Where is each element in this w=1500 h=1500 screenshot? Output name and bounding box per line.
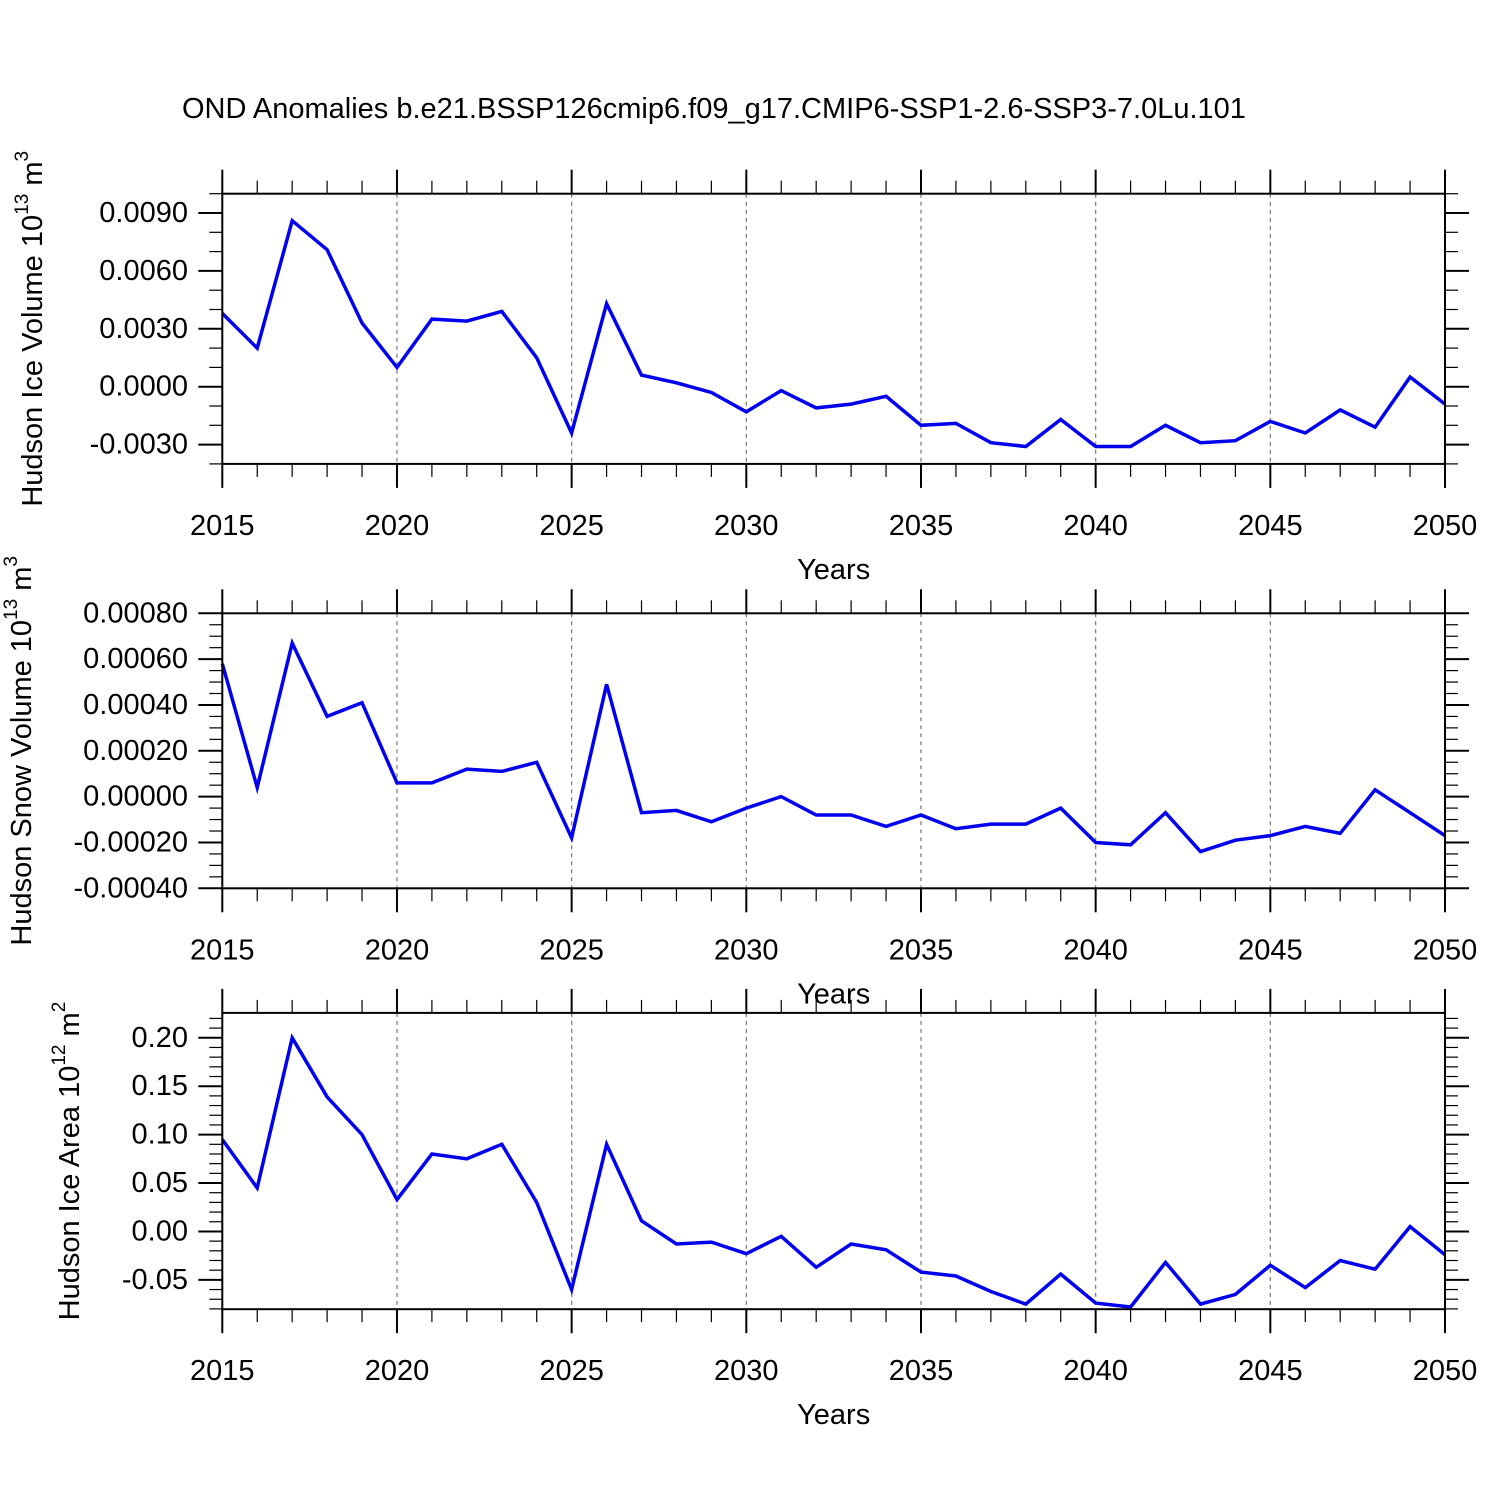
x-axis-title: Years <box>797 978 870 1010</box>
x-tick-label: 2045 <box>1238 1355 1303 1387</box>
y-tick-label: 0.20 <box>132 1022 188 1054</box>
x-tick-label: 2030 <box>714 934 779 966</box>
x-tick-label: 2015 <box>190 1355 255 1387</box>
y-axis-title: Hudson Ice Volume 1013 m3 <box>12 151 50 507</box>
x-tick-label: 2035 <box>889 1355 954 1387</box>
x-tick-label: 2025 <box>539 1355 604 1387</box>
y-tick-label: -0.05 <box>122 1264 188 1296</box>
x-tick-label: 2025 <box>539 934 604 966</box>
data-line <box>221 217 1447 449</box>
x-tick-label: 2015 <box>190 934 255 966</box>
y-tick-label: -0.00040 <box>74 872 189 904</box>
y-tick-label: 0.00060 <box>83 643 188 675</box>
y-tick-label: -0.0030 <box>90 429 188 461</box>
x-tick-label: 2050 <box>1413 934 1478 966</box>
axis-frame <box>221 612 1446 890</box>
x-tick-label: 2050 <box>1413 1355 1478 1387</box>
x-tick-label: 2040 <box>1063 1355 1128 1387</box>
y-tick-label: 0.0060 <box>99 255 188 287</box>
x-tick-label: 2035 <box>889 934 954 966</box>
x-axis-title: Years <box>797 554 870 586</box>
x-tick-label: 2020 <box>365 934 430 966</box>
plot-title: OND Anomalies b.e21.BSSP126cmip6.f09_g17… <box>182 93 1246 125</box>
y-tick-label: 0.0000 <box>99 371 188 403</box>
x-tick-label: 2020 <box>365 510 430 542</box>
data-line <box>220 637 1446 854</box>
y-tick-label: 0.00 <box>132 1215 188 1247</box>
axis-frame <box>221 1011 1446 1311</box>
x-axis-title: Years <box>797 1399 870 1431</box>
y-tick-label: -0.00020 <box>74 826 189 858</box>
x-tick-label: 2045 <box>1238 510 1303 542</box>
x-tick-label: 2020 <box>365 1355 430 1387</box>
x-tick-label: 2050 <box>1413 510 1478 542</box>
y-tick-label: 0.15 <box>132 1070 188 1102</box>
y-tick-label: 0.00020 <box>83 735 188 767</box>
x-tick-label: 2045 <box>1238 934 1303 966</box>
y-tick-label: 0.00040 <box>83 689 188 721</box>
y-tick-label: 0.10 <box>132 1119 188 1151</box>
x-tick-label: 2015 <box>190 510 255 542</box>
y-tick-label: 0.0030 <box>99 313 188 345</box>
y-axis-title: Hudson Ice Area 1012 m2 <box>49 1002 87 1321</box>
y-tick-label: 0.0090 <box>99 197 188 229</box>
data-line <box>220 1033 1447 1309</box>
x-tick-label: 2035 <box>889 510 954 542</box>
x-tick-label: 2030 <box>714 510 779 542</box>
x-tick-label: 2040 <box>1063 510 1128 542</box>
y-tick-label: 0.00000 <box>83 781 188 813</box>
axis-frame <box>221 192 1446 465</box>
y-tick-label: 0.05 <box>132 1167 188 1199</box>
x-tick-label: 2025 <box>539 510 604 542</box>
x-tick-label: 2040 <box>1063 934 1128 966</box>
x-tick-label: 2030 <box>714 1355 779 1387</box>
y-axis-title: Hudson Snow Volume 1013 m3 <box>1 556 39 946</box>
y-tick-label: 0.00080 <box>83 597 188 629</box>
